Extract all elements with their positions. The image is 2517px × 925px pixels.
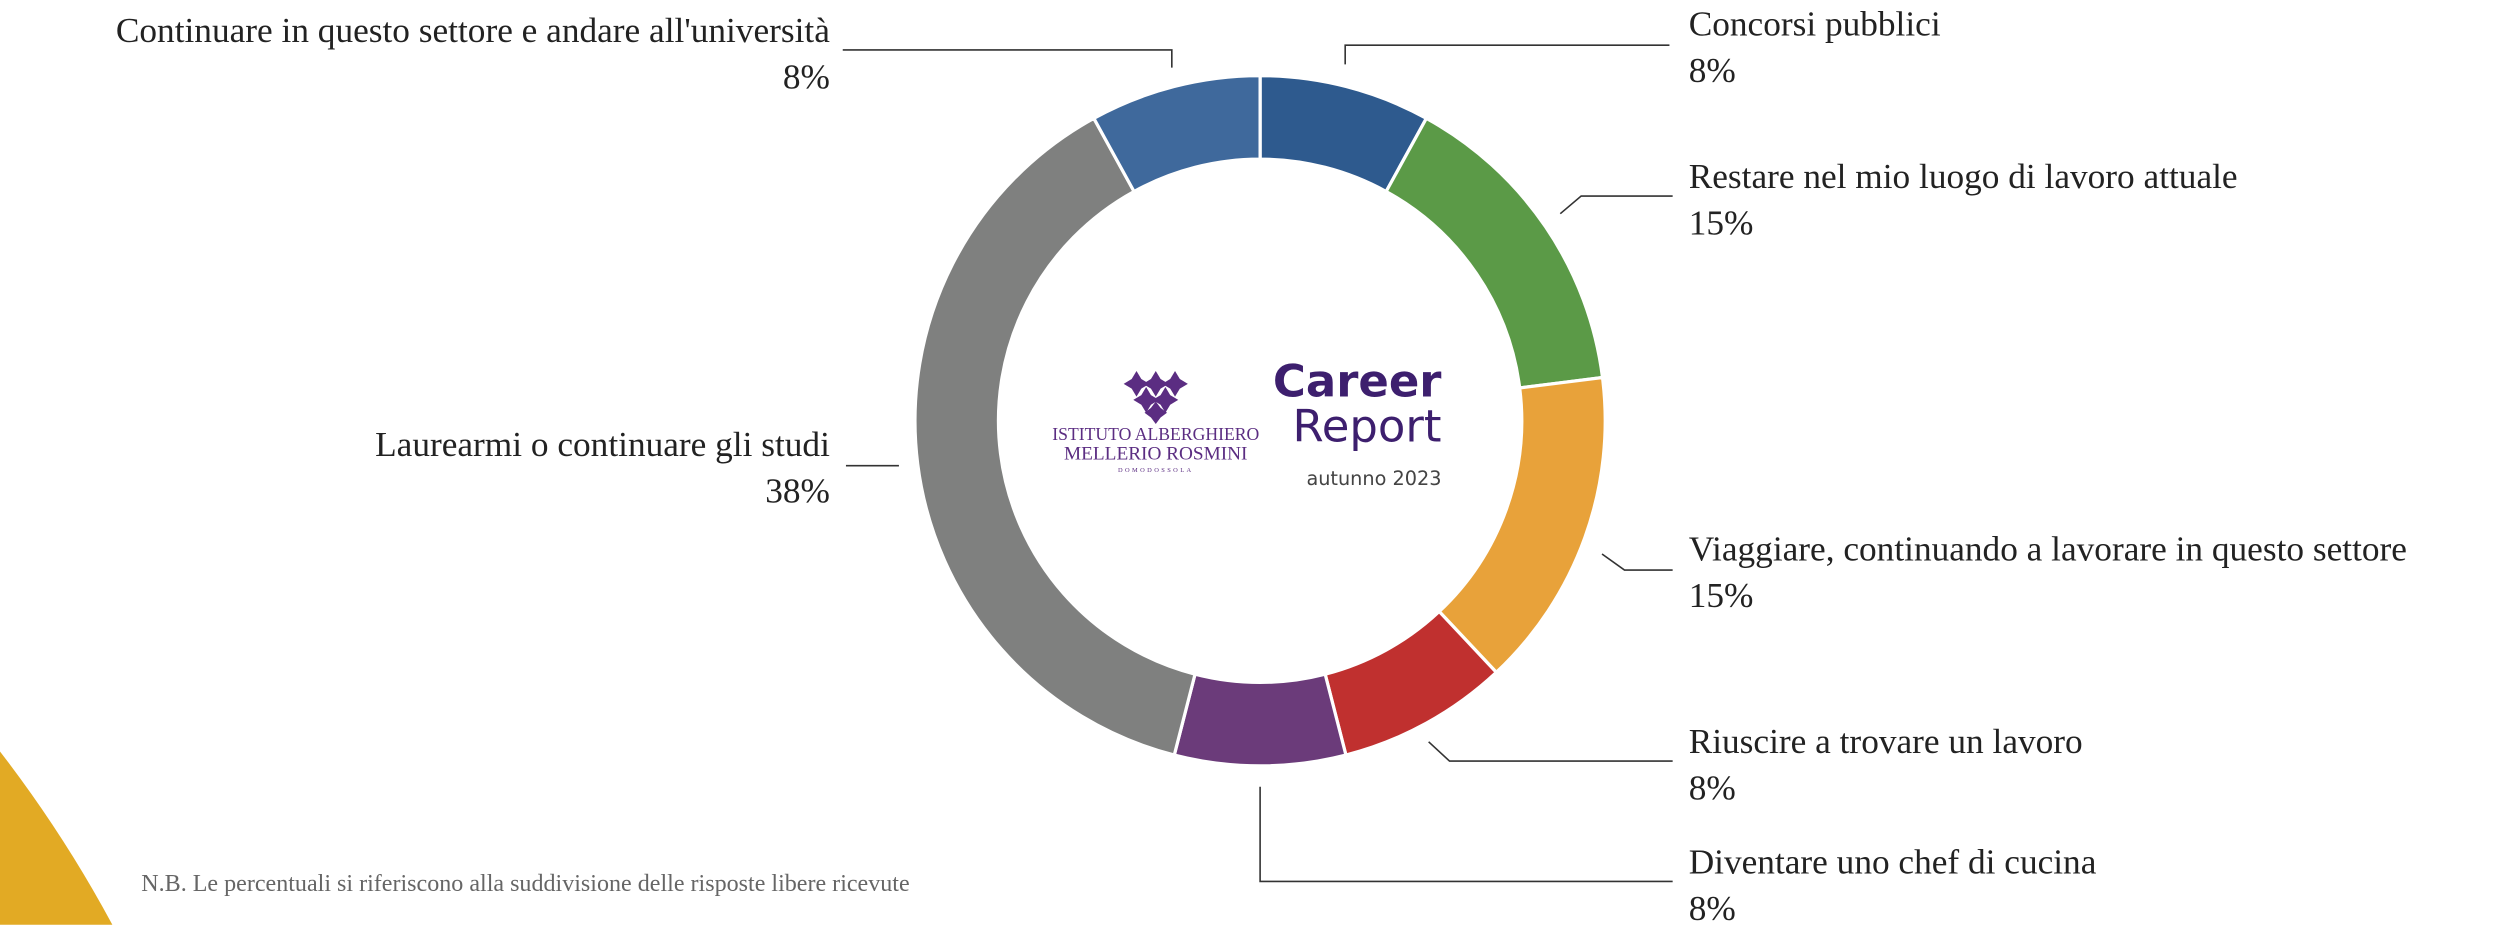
donut-segment bbox=[913, 116, 1197, 758]
center-subtitle: autunno 2023 bbox=[1306, 467, 1441, 490]
value-label: 15% bbox=[1689, 204, 1754, 243]
decor-shape bbox=[0, 751, 113, 925]
leader-line bbox=[1559, 195, 1673, 215]
footnote: N.B. Le percentuali si riferiscono alla … bbox=[141, 871, 909, 897]
donut-segment bbox=[1436, 375, 1607, 675]
slice-label: Continuare in questo settore e andare al… bbox=[116, 11, 830, 50]
donut-segment bbox=[1091, 74, 1262, 194]
center-title: Report bbox=[1293, 400, 1442, 453]
leader-line bbox=[842, 49, 1173, 68]
center-title: Career bbox=[1273, 355, 1442, 408]
logo-line: DOMODOSSOLA bbox=[1118, 467, 1194, 474]
logo-line: ISTITUTO ALBERGHIERO bbox=[1052, 424, 1259, 444]
slice-label: Riuscire a trovare un lavoro bbox=[1689, 722, 2083, 761]
value-label: 8% bbox=[1689, 51, 1736, 90]
leader-line bbox=[1428, 741, 1673, 762]
value-label: 8% bbox=[1689, 889, 1736, 925]
leader-line bbox=[1259, 786, 1673, 883]
value-label: 15% bbox=[1689, 576, 1754, 615]
slice-label: Restare nel mio luogo di lavoro attuale bbox=[1689, 157, 2238, 196]
donut-segment bbox=[1383, 116, 1605, 390]
slice-label: Laurearmi o continuare gli studi bbox=[375, 425, 830, 464]
donut-segment bbox=[1172, 672, 1348, 768]
leader-line bbox=[1344, 44, 1670, 65]
value-label: 8% bbox=[1689, 769, 1736, 808]
logo-line: MELLERIO ROSMINI bbox=[1064, 443, 1247, 464]
value-label: 38% bbox=[765, 472, 830, 511]
slice-label: Viaggiare, continuando a lavorare in que… bbox=[1689, 529, 2407, 568]
slice-label: Diventare uno chef di cucina bbox=[1689, 842, 2097, 881]
leader-line bbox=[1601, 553, 1673, 571]
value-label: 8% bbox=[783, 57, 830, 96]
slice-label: Concorsi pubblici bbox=[1689, 5, 1941, 44]
logo-icon bbox=[1123, 371, 1188, 424]
